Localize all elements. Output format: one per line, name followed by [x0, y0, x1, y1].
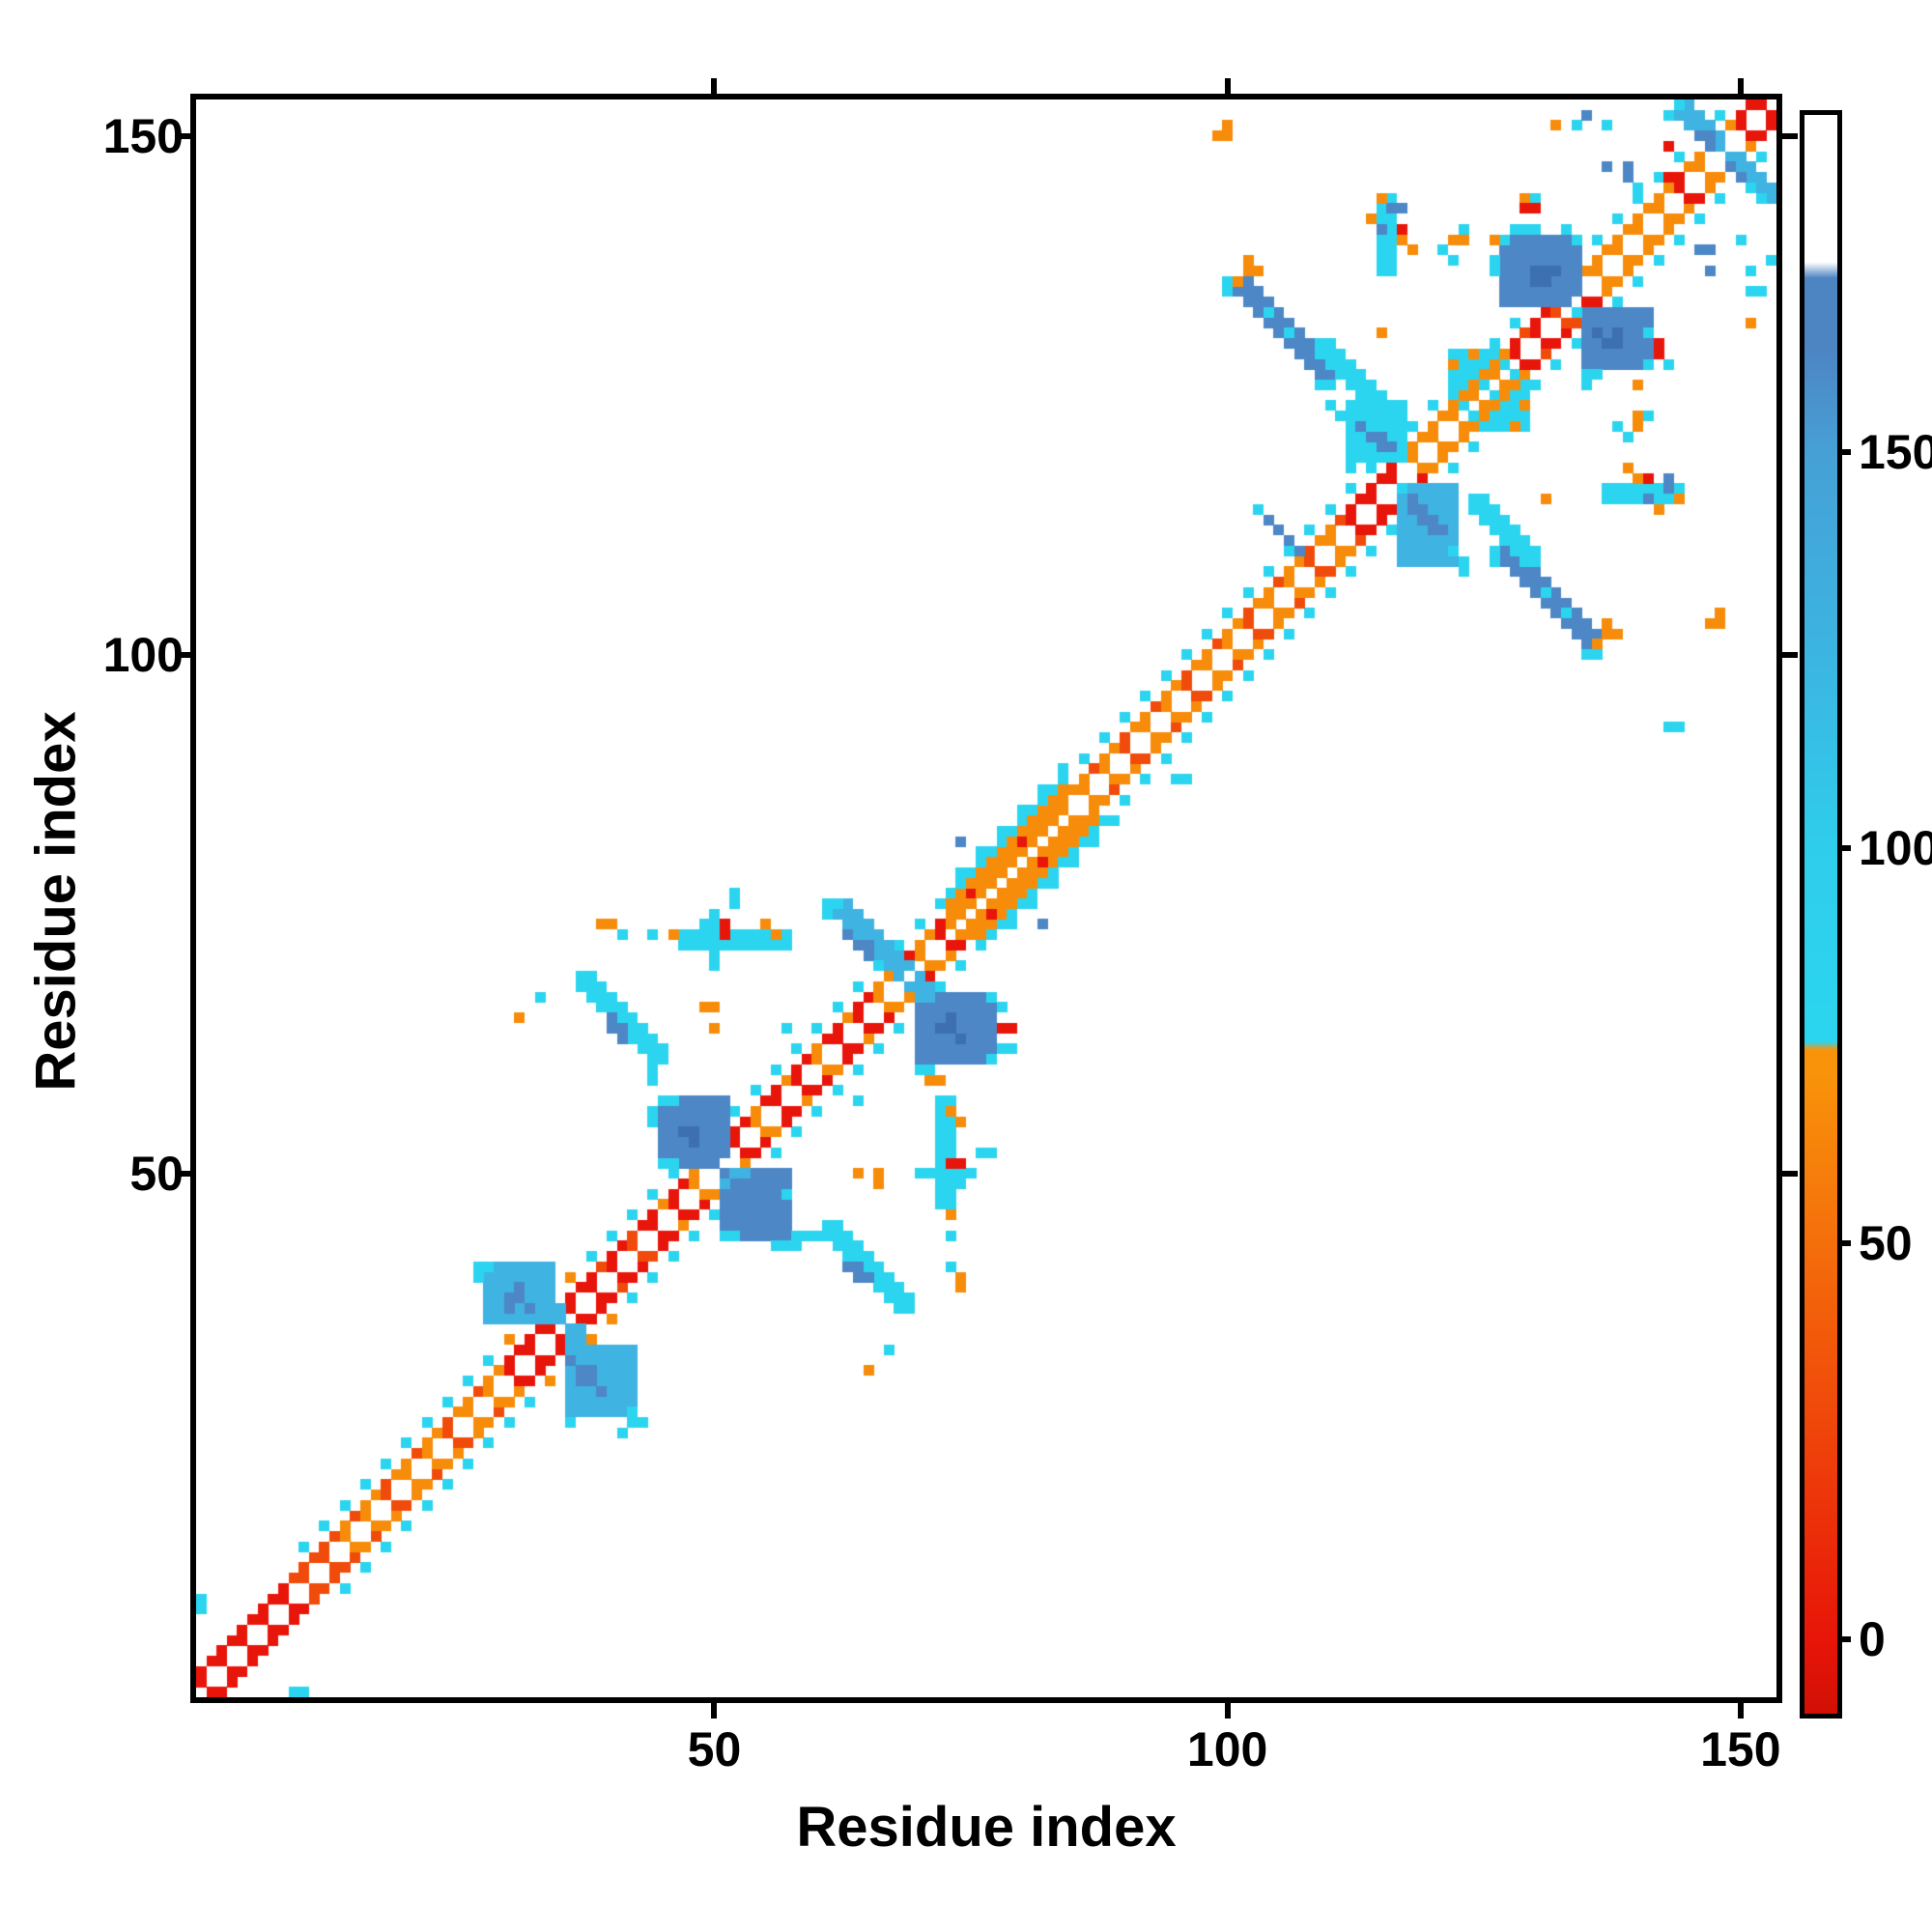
y-tick-label: 100 [102, 627, 184, 682]
colorbar-tick-mark [1837, 844, 1851, 851]
x-tick-label: 50 [687, 1722, 742, 1776]
colorbar-tick-mark [1837, 1240, 1851, 1247]
colorbar-tick-label: 50 [1859, 1216, 1913, 1271]
y-axis-title: Residue index [24, 711, 88, 1092]
y-right-tick-mark [1782, 651, 1798, 658]
y-right-tick-mark [1782, 1170, 1798, 1177]
x-axis-title: Residue index [796, 1796, 1177, 1859]
y-right-tick-mark [1782, 132, 1798, 139]
x-tick-mark [711, 1703, 718, 1719]
x-tick-label: 150 [1700, 1722, 1781, 1776]
x-top-tick-mark [711, 78, 718, 94]
x-top-tick-mark [1737, 78, 1744, 94]
colorbar-tick-mark [1837, 449, 1851, 456]
x-top-tick-mark [1224, 78, 1231, 94]
y-tick-label: 150 [102, 108, 184, 163]
colorbar-tick-label: 0 [1859, 1611, 1886, 1666]
x-tick-mark [1224, 1703, 1231, 1719]
plot-frame [190, 94, 1782, 1703]
colorbar [1800, 110, 1842, 1719]
colorbar-gradient [1804, 115, 1837, 1714]
y-tick-mark [175, 132, 190, 139]
colorbar-tick-label: 100 [1859, 820, 1932, 875]
y-tick-mark [175, 1170, 190, 1177]
heatmap-canvas [196, 99, 1776, 1697]
y-tick-mark [175, 651, 190, 658]
colorbar-tick-mark [1837, 1635, 1851, 1642]
colorbar-tick-label: 150 [1859, 425, 1932, 480]
y-tick-label: 50 [129, 1146, 184, 1201]
x-tick-mark [1737, 1703, 1744, 1719]
x-tick-label: 100 [1186, 1722, 1268, 1776]
